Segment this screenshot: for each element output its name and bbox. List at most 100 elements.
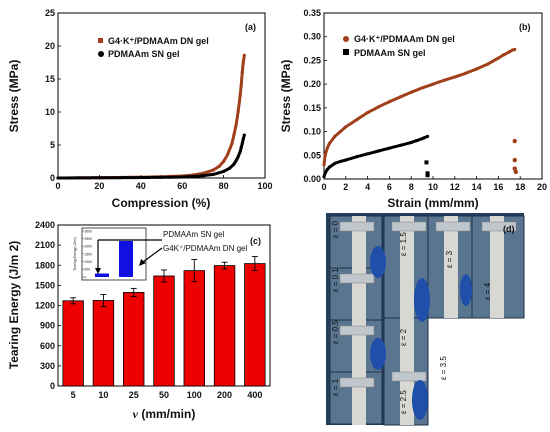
panel-d-strain-label: ε = 3.5 — [439, 356, 448, 380]
panel-d-backing-shape — [460, 274, 472, 306]
panel-c-inset-chart: 0 500 1000 1500 2000 2500 3000 Tearing Energy … — [73, 227, 247, 281]
panel-c-inset-bar — [95, 273, 109, 277]
panel-a-series-sn-point — [222, 169, 226, 173]
panel-d-clamp — [339, 221, 375, 232]
panel-a-series-dn-point — [240, 70, 244, 74]
panel-c-xtick-label: 10 — [98, 390, 108, 400]
panel-a-ytick-label: 10 — [45, 107, 55, 117]
panel-b-series-sn-point — [325, 167, 329, 172]
panel-b-ytick-label: 0.25 — [303, 55, 321, 65]
panel-a-ytick-label: 5 — [50, 140, 55, 150]
panel-a-series-dn-point — [230, 142, 234, 146]
panel-b-series-dn-point — [325, 146, 329, 150]
panel-a-xtick-label: 100 — [257, 181, 272, 191]
panel-c-ytick-label: 2100 — [35, 240, 55, 250]
panel-d-strain-label: ε = 2 — [399, 328, 408, 346]
panel-b-series-sn-point — [323, 171, 327, 175]
panel-b-xtick-label: 18 — [515, 182, 525, 192]
panel-d-backing-shape — [414, 278, 430, 322]
panel-c-inset-ytick-label: 2000 — [85, 245, 93, 249]
panel-b-series-dn-point — [327, 141, 332, 146]
panel-b-series-sn-point — [409, 140, 413, 145]
panel-a-series-sn-point — [118, 176, 122, 180]
panel-d-strain-label: ε = 0.5 — [331, 320, 340, 344]
panel-c-inset-ylabel: Tearing Energy (J/m²) — [73, 237, 77, 271]
panel-c-inset-ytick-label: 1500 — [85, 252, 93, 256]
panel-b-xtick-label: 16 — [493, 182, 503, 192]
panel-d-strain-label: ε = 1.5 — [399, 232, 408, 256]
panel-b-series-sn-point — [366, 152, 370, 156]
panel-b-series-dn-point — [507, 50, 511, 54]
panel-b-series-dn-point — [496, 56, 500, 60]
panel-c-inset-frame — [81, 227, 147, 281]
panel-c-inset-ytick-label: 0 — [85, 275, 87, 279]
panel-c-xtick-label: 100 — [187, 390, 202, 400]
panel-a-series-sn-point — [234, 159, 238, 163]
panel-a-legend-dn: G4·K⁺/PDMAAm DN gel — [108, 36, 209, 46]
panel-b-series-dn-point — [333, 134, 337, 138]
panel-c-chart: 0 300 600 900 1200 1500 1800 2100 2400 5 10 25 50 100… — [7, 220, 271, 421]
panel-b-ytick-label: 0.10 — [303, 127, 321, 137]
panel-a-xtick-label: 20 — [94, 181, 104, 191]
panel-c-bar — [62, 300, 84, 387]
panel-a-series-dn-point — [236, 110, 240, 114]
panel-c-inset-ytick-label: 2500 — [85, 237, 93, 241]
panel-c-ytick-label: 300 — [40, 361, 55, 371]
panel-a-series-sn-point — [239, 146, 243, 150]
panel-d-photo: ε = 0 ε = 0.1 ε = 0.5 ε = 1 ε = 1.5 ε = 2 ε = … — [326, 213, 525, 426]
panel-b-series-sn-point — [338, 159, 342, 164]
panel-d-label: (d) — [503, 224, 515, 234]
panel-d-clamp — [391, 221, 427, 232]
panel-c-xtick-label: 400 — [247, 390, 262, 400]
panel-b-legend-sn: PDMAAm SN gel — [354, 48, 426, 58]
panel-c-ytick-label: 600 — [40, 341, 55, 351]
panel-c-inset-label-sn: PDMAAm SN gel — [163, 230, 225, 239]
panel-b-fragment-dn-point — [513, 169, 519, 175]
panel-d-clamp — [339, 325, 375, 336]
panel-a-xlabel: Compression (%) — [112, 196, 211, 210]
panel-a-series-sn-point — [97, 176, 101, 180]
panel-b-label: (b) — [519, 22, 531, 32]
panel-c-bar — [123, 292, 145, 387]
panel-b-ylabel: Stress (MPa) — [279, 60, 293, 133]
panel-d-backing-shape — [370, 246, 386, 278]
panel-c-bar — [213, 265, 236, 387]
panel-c-inset-ytick-label: 500 — [85, 268, 91, 272]
panel-a-ytick-label: 20 — [45, 41, 55, 51]
panel-a-series-dn-point — [242, 53, 246, 57]
panel-a-series-dn-point — [239, 84, 243, 88]
panel-d-specimen-strip — [444, 216, 458, 318]
panel-c-inset-label-dn: G4K⁺/PDMAAm DN gel — [163, 244, 247, 253]
panel-b-series-dn-point — [513, 47, 517, 52]
panel-b-series-sn-point — [344, 158, 348, 162]
panel-b-series-sn-point — [355, 155, 359, 159]
panel-b-ytick-label: 0.30 — [303, 32, 321, 42]
panel-b-ytick-label: 0.15 — [303, 103, 321, 113]
panel-b-fragment-sn-point — [424, 160, 429, 165]
panel-c-ytick-label: 2400 — [35, 220, 55, 230]
panel-a-series-dn-point — [238, 93, 242, 98]
panel-b-series-sn-point — [333, 161, 337, 165]
panel-b-xtick-label: 0 — [321, 182, 326, 192]
panel-a-series-sn-point — [159, 175, 164, 179]
panel-a-series-dn-line — [58, 54, 246, 180]
panel-b-fragment-dn-point — [512, 166, 517, 171]
panel-b-series-sn-point — [327, 165, 332, 169]
panel-b-series-dn-point — [420, 86, 424, 90]
panel-c-xtick-label: 50 — [159, 390, 169, 400]
panel-a-series-sn-point — [228, 166, 232, 170]
panel-b-ytick-label: 0.05 — [303, 150, 321, 160]
panel-b-series-dn-point — [464, 71, 468, 75]
panel-c-ytick-label: 1500 — [35, 280, 55, 290]
panel-c-ytick-label: 0 — [50, 381, 55, 391]
panel-a-series-sn-point — [232, 162, 236, 166]
panel-d-strain-label: ε = 2.5 — [399, 390, 408, 414]
panel-b-xtick-label: 8 — [409, 182, 414, 192]
panel-c-inset-arrowhead-sn — [95, 268, 101, 274]
panel-c-ylabel: Tearing Energy (J/m 2) — [7, 241, 21, 369]
panel-a-series-sn-point — [236, 155, 240, 159]
panel-b-ytick-label: 0.35 — [303, 8, 321, 18]
panel-c-inset-ytick-label: 1000 — [85, 260, 93, 264]
panel-b-series-dn-point — [398, 95, 402, 99]
panel-b-ytick-label: 0.00 — [303, 174, 321, 184]
